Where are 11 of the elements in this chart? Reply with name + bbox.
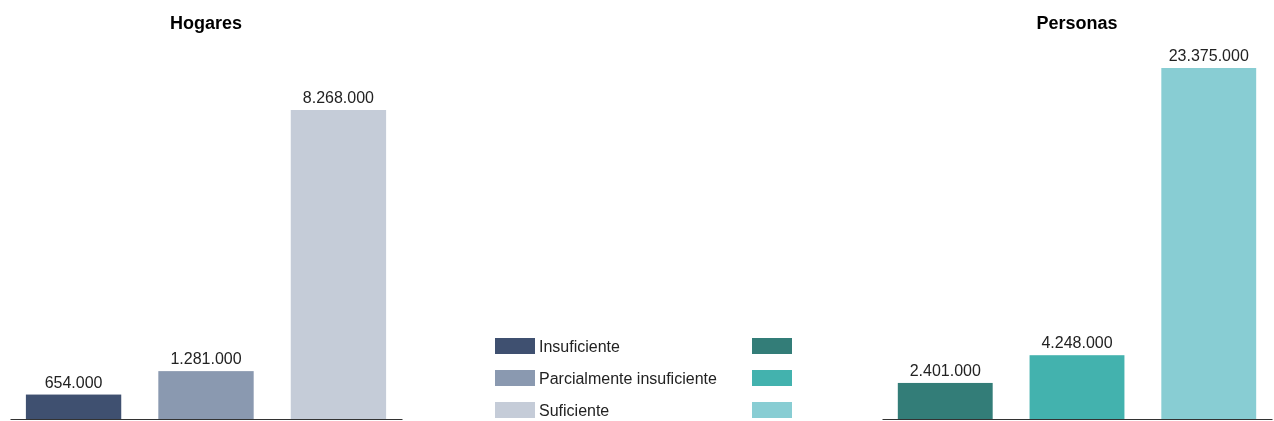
- data-label: 8.268.000: [302, 89, 375, 106]
- data-label: 1.281.000: [170, 350, 242, 368]
- legend-label: Suficiente: [539, 402, 610, 419]
- data-label: 2.401.000: [909, 361, 981, 379]
- data-label: 654.000: [44, 373, 103, 391]
- data-label: 4.248.000: [1041, 334, 1113, 352]
- data-label: 23.375.000: [1168, 47, 1249, 64]
- chart-title: Personas: [1036, 13, 1118, 33]
- legend-label: Insuficiente: [539, 338, 621, 355]
- legend-label: Parcialmente insuficiente: [539, 370, 717, 387]
- chart-title: Hogares: [169, 13, 243, 33]
